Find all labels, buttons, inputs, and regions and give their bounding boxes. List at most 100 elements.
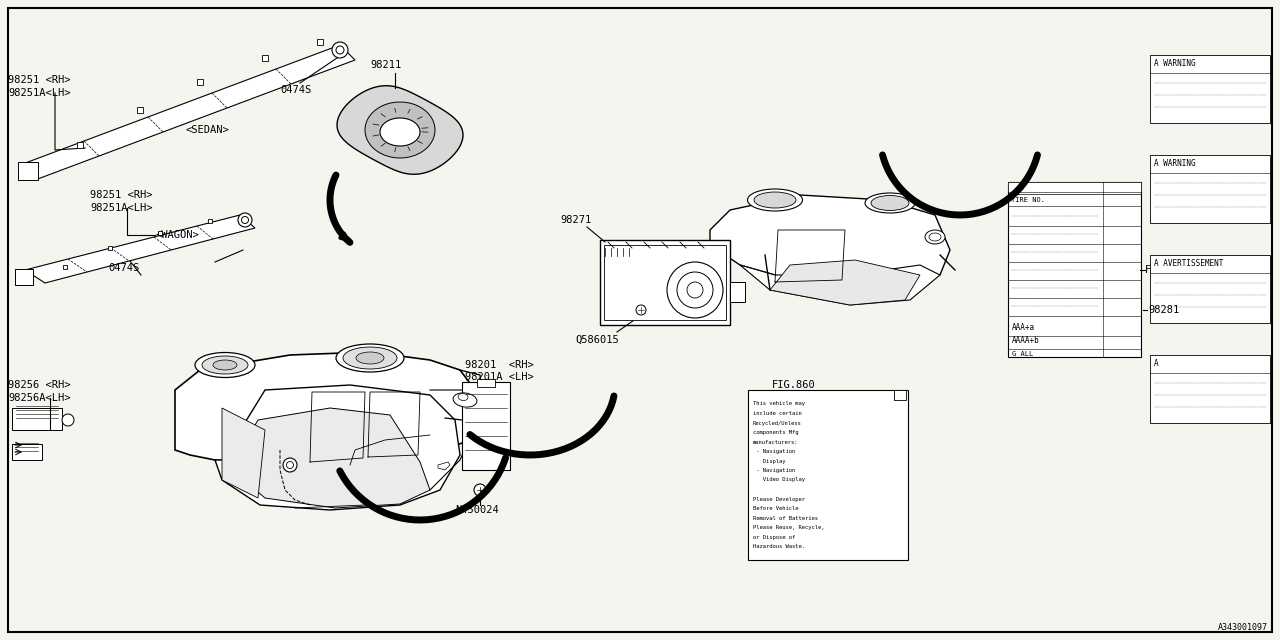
Text: Q586015: Q586015	[575, 335, 618, 345]
Text: Removal of Batteries: Removal of Batteries	[753, 515, 818, 520]
Text: Recycled/Unless: Recycled/Unless	[753, 420, 801, 426]
Ellipse shape	[356, 352, 384, 364]
Text: AAA+a: AAA+a	[1012, 323, 1036, 332]
Text: include certain: include certain	[753, 411, 801, 416]
Ellipse shape	[337, 344, 404, 372]
Circle shape	[687, 282, 703, 298]
Ellipse shape	[195, 353, 255, 378]
Polygon shape	[20, 45, 355, 180]
Bar	[15, 269, 33, 285]
Text: 98251 <RH>: 98251 <RH>	[90, 190, 152, 200]
Text: RA: RA	[1108, 182, 1117, 191]
Circle shape	[474, 484, 486, 496]
Bar	[604, 245, 726, 320]
Polygon shape	[740, 265, 940, 305]
Text: A WARNING: A WARNING	[1155, 58, 1196, 67]
Bar	[730, 282, 745, 302]
Circle shape	[636, 305, 646, 315]
Ellipse shape	[870, 195, 909, 211]
Polygon shape	[771, 260, 920, 305]
Polygon shape	[215, 385, 460, 510]
Text: Please Reuse, Recycle,: Please Reuse, Recycle,	[753, 525, 824, 530]
Text: 98251 <RH>: 98251 <RH>	[8, 75, 70, 85]
Text: or Dispose of: or Dispose of	[753, 534, 795, 540]
Bar	[12, 444, 42, 460]
Text: A: A	[1155, 358, 1158, 367]
Circle shape	[677, 272, 713, 308]
Text: G ALL: G ALL	[1012, 351, 1033, 357]
Polygon shape	[175, 352, 480, 465]
Text: - Navigation: - Navigation	[753, 468, 795, 473]
Text: 0474S: 0474S	[108, 263, 140, 273]
Bar	[18, 162, 38, 180]
Bar	[477, 379, 495, 387]
Text: 98211: 98211	[370, 60, 401, 70]
Bar	[462, 382, 509, 470]
Text: Please Developer: Please Developer	[753, 497, 805, 502]
Text: 98251A<LH>: 98251A<LH>	[90, 203, 152, 213]
Bar	[1149, 155, 1270, 223]
Circle shape	[287, 461, 293, 468]
Text: 0474S: 0474S	[280, 85, 311, 95]
Circle shape	[242, 216, 248, 223]
Circle shape	[61, 414, 74, 426]
Bar	[600, 240, 730, 325]
Circle shape	[238, 213, 252, 227]
Text: manufacturers:: manufacturers:	[753, 440, 799, 445]
Bar	[893, 390, 906, 400]
Text: 98281: 98281	[1148, 305, 1179, 315]
Bar	[1149, 255, 1270, 323]
Bar	[748, 390, 908, 560]
Polygon shape	[337, 86, 463, 174]
Polygon shape	[710, 195, 950, 290]
Text: <WAGON>: <WAGON>	[155, 230, 198, 240]
Circle shape	[667, 262, 723, 318]
Text: This vehicle may: This vehicle may	[753, 401, 805, 406]
Text: 98256 <RH>: 98256 <RH>	[8, 380, 70, 390]
Circle shape	[283, 458, 297, 472]
Text: 98201A <LH>: 98201A <LH>	[465, 372, 534, 382]
Text: 98201  <RH>: 98201 <RH>	[465, 360, 534, 370]
Text: TIRE NO.: TIRE NO.	[1011, 197, 1044, 203]
Ellipse shape	[453, 393, 477, 407]
Ellipse shape	[343, 347, 397, 369]
Text: 98271: 98271	[561, 215, 591, 225]
Text: Before Vehicle: Before Vehicle	[753, 506, 799, 511]
Bar	[1009, 182, 1140, 357]
Polygon shape	[26, 215, 255, 283]
Ellipse shape	[865, 193, 915, 213]
Circle shape	[332, 42, 348, 58]
Text: A AVERTISSEMENT: A AVERTISSEMENT	[1155, 259, 1224, 268]
Text: A WARNING: A WARNING	[1155, 159, 1196, 168]
Ellipse shape	[929, 233, 941, 241]
Ellipse shape	[748, 189, 803, 211]
Polygon shape	[1009, 182, 1140, 192]
Text: N450024: N450024	[454, 505, 499, 515]
Polygon shape	[221, 408, 265, 498]
Text: A343001097: A343001097	[1219, 623, 1268, 632]
Text: TIRE PRESSURE: TIRE PRESSURE	[1011, 182, 1071, 191]
Polygon shape	[365, 102, 435, 158]
Circle shape	[337, 46, 344, 54]
Text: Display: Display	[753, 458, 786, 463]
Text: N: N	[896, 394, 900, 400]
Ellipse shape	[754, 192, 796, 208]
Ellipse shape	[202, 356, 248, 374]
Text: FIG.860: FIG.860	[772, 380, 815, 390]
Ellipse shape	[458, 394, 468, 401]
Text: 98251A<LH>: 98251A<LH>	[8, 88, 70, 98]
Polygon shape	[380, 118, 420, 146]
Ellipse shape	[925, 230, 945, 244]
Polygon shape	[438, 462, 451, 470]
Text: AAAA+b: AAAA+b	[1012, 335, 1039, 344]
Text: - Navigation: - Navigation	[753, 449, 795, 454]
Text: Hazardous Waste.: Hazardous Waste.	[753, 544, 805, 549]
Text: FIG.918: FIG.918	[1146, 265, 1189, 275]
Text: Video Display: Video Display	[753, 477, 805, 483]
Text: <SEDAN>: <SEDAN>	[186, 125, 229, 135]
Text: components Mfg: components Mfg	[753, 430, 799, 435]
Text: 98256A<LH>: 98256A<LH>	[8, 393, 70, 403]
Bar	[12, 408, 61, 430]
Bar	[1149, 55, 1270, 123]
Polygon shape	[230, 408, 430, 508]
